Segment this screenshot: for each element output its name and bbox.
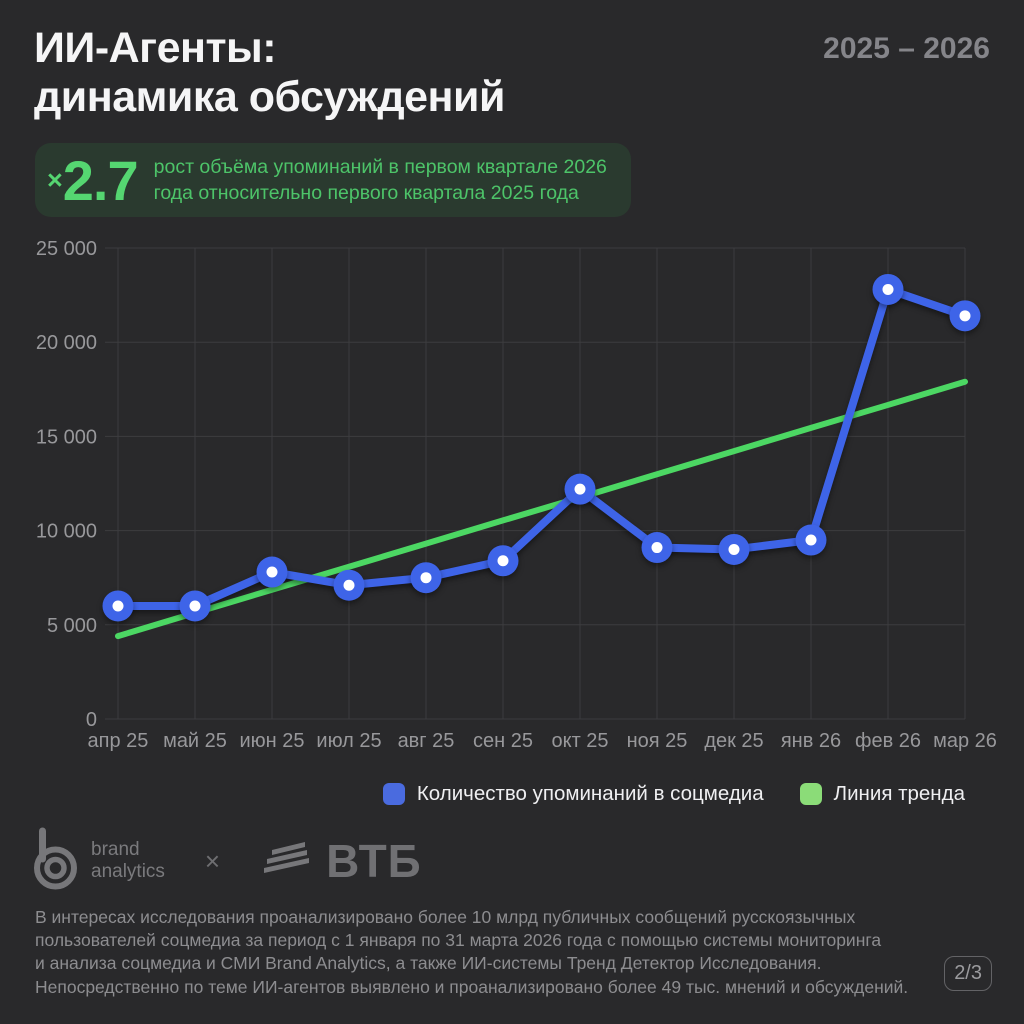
legend-swatch-trend: [799, 783, 822, 805]
legend-label-trend: Линия тренда: [833, 782, 965, 805]
highlight-description-line2: года относительно первого квартала 2025 …: [153, 182, 579, 204]
x-tick-label: дек 25: [704, 730, 763, 752]
data-point-center: [728, 543, 740, 555]
x-tick-label: июн 25: [239, 730, 304, 752]
page-title-line1: ИИ-Агенты:: [34, 24, 277, 72]
x-tick-label: окт 25: [551, 730, 608, 752]
data-point-center: [651, 542, 663, 554]
y-tick-label: 20 000: [36, 332, 97, 354]
brand-analytics-mark-icon: [33, 826, 79, 897]
x-tick-label: сен 25: [473, 730, 533, 752]
page-title-line2: динамика обсуждений: [34, 73, 505, 121]
data-point-center: [574, 483, 586, 495]
note-line-1: В интересах исследования проанализирован…: [35, 907, 856, 927]
x-tick-label: ноя 25: [627, 730, 688, 752]
legend-item-trend: Линия тренда: [799, 782, 965, 806]
data-point-center: [420, 572, 432, 584]
x-tick-label: май 25: [163, 730, 227, 752]
y-tick-label: 25 000: [36, 238, 97, 260]
x-tick-label: мар 26: [933, 730, 997, 752]
brand-analytics-wordmark: brand analytics: [91, 839, 165, 883]
data-point-center: [112, 600, 124, 612]
x-tick-label: авг 25: [398, 730, 455, 752]
data-point-center: [266, 566, 278, 578]
data-point-center: [497, 555, 509, 567]
note-line-4: Непосредственно по теме ИИ-агентов выявл…: [35, 976, 909, 997]
collab-x-separator: ×: [204, 845, 221, 876]
highlight-multiplier: × 2.7: [47, 148, 139, 213]
period-label: 2025 – 2026: [823, 32, 990, 65]
y-tick-label: 5 000: [47, 615, 97, 637]
vtb-stripes-icon: [264, 841, 312, 881]
x-tick-label: апр 25: [88, 730, 149, 752]
data-point-center: [343, 579, 355, 591]
vtb-logo: ВТБ: [264, 834, 422, 888]
chart-legend: Количество упоминаний в соцмедиа Линия т…: [382, 782, 965, 806]
x-tick-label: июл 25: [316, 730, 381, 752]
legend-swatch-mentions: [382, 783, 405, 805]
y-tick-label: 10 000: [36, 521, 97, 543]
brand-analytics-wordmark-line1: brand: [91, 839, 140, 860]
x-tick-label: янв 26: [781, 730, 841, 752]
highlight-description: рост объёма упоминаний в первом квартале…: [154, 154, 607, 206]
brand-analytics-wordmark-line2: analytics: [91, 861, 165, 882]
legend-label-mentions: Количество упоминаний в соцмедиа: [416, 782, 764, 805]
x-tick-label: фев 26: [855, 730, 921, 752]
multiplier-sign: ×: [47, 164, 63, 195]
page-indicator: 2/3: [944, 956, 992, 991]
page-title: ИИ-Агенты: динамика обсуждений: [34, 24, 505, 122]
y-tick-label: 0: [86, 709, 97, 731]
trend-line: [115, 378, 968, 640]
highlight-badge: × 2.7 рост объёма упоминаний в первом ква…: [35, 143, 631, 217]
note-line-2: пользователей соцмедиа за период с 1 янв…: [35, 930, 882, 951]
multiplier-value: 2.7: [62, 148, 139, 212]
data-point-center: [189, 600, 201, 612]
vtb-wordmark: ВТБ: [326, 835, 422, 887]
data-point-center: [959, 310, 971, 322]
highlight-description-line1: рост объёма упоминаний в первом квартале…: [153, 156, 607, 178]
methodology-note: В интересах исследования проанализирован…: [35, 906, 908, 999]
note-line-3: и анализа соцмедиа и СМИ Brand Analytics…: [35, 953, 822, 974]
legend-item-mentions: Количество упоминаний в соцмедиа: [382, 782, 764, 806]
data-point-center: [805, 534, 817, 546]
mentions-line: [114, 285, 969, 610]
data-point-center: [882, 283, 894, 295]
footer-logos: brand analytics × ВТБ: [33, 826, 422, 897]
y-tick-label: 15 000: [36, 426, 97, 448]
